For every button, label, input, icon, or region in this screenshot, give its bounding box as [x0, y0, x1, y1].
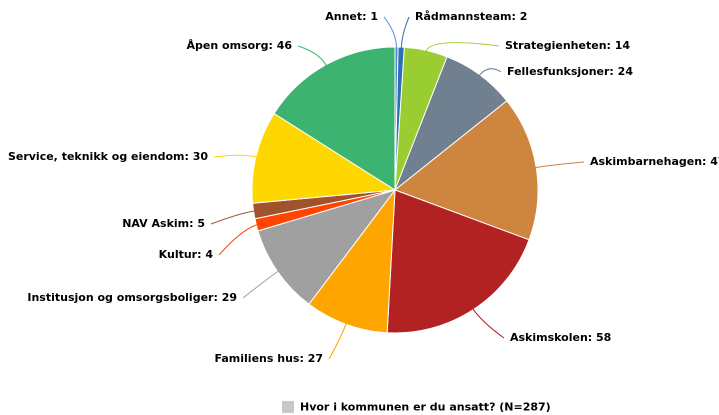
leader-line — [534, 161, 585, 169]
data-label: Service, teknikk og eiendom: 30 — [8, 150, 208, 163]
data-label: Familiens hus: 27 — [215, 352, 323, 365]
leader-line — [400, 16, 410, 50]
leader-line — [213, 154, 259, 158]
data-label: Askimbarnehagen: 47 — [590, 155, 719, 168]
data-label: Strategienheten: 14 — [505, 39, 630, 52]
data-label: Institusjon og omsorgsboliger: 29 — [27, 291, 237, 304]
leader-line — [218, 223, 259, 256]
leader-line — [328, 322, 348, 360]
leader-line — [297, 45, 328, 67]
data-label: Kultur: 4 — [159, 248, 214, 261]
data-label: Askimskolen: 58 — [510, 331, 611, 344]
data-label: Rådmannsteam: 2 — [415, 10, 527, 23]
data-label: Åpen omsorg: 46 — [187, 39, 293, 52]
data-label: Fellesfunksjoner: 24 — [507, 65, 633, 78]
leader-line — [471, 307, 505, 339]
leader-line — [242, 270, 280, 299]
leader-line — [210, 210, 256, 225]
data-label: NAV Askim: 5 — [122, 217, 205, 230]
leader-line — [478, 68, 502, 77]
leader-line — [425, 42, 500, 53]
leader-line — [383, 16, 398, 50]
legend-label: Hvor i kommunen er du ansatt? (N=287) — [300, 401, 551, 414]
legend-swatch — [282, 401, 294, 413]
data-label: Annet: 1 — [325, 10, 378, 23]
